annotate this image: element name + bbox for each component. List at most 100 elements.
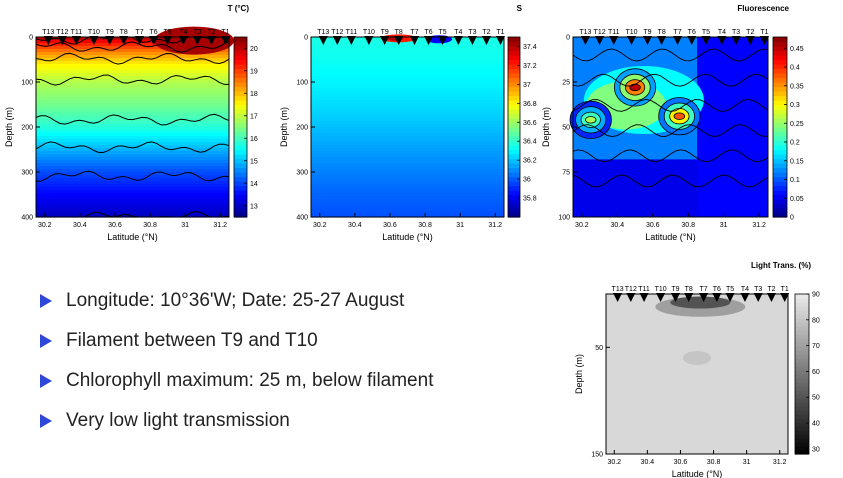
bullet-item: Filament between T9 and T10 [40, 326, 560, 356]
colorbar-cell [234, 100, 247, 106]
field-cell [36, 70, 229, 74]
field-cell [311, 139, 504, 143]
station-marker [119, 36, 129, 45]
station-label: T5 [726, 286, 734, 293]
colorbar-cell [234, 212, 247, 218]
colorbar-cell [508, 163, 520, 169]
station-label: T11 [71, 29, 83, 36]
x-tick-label: 30.6 [646, 222, 660, 229]
station-marker [105, 36, 115, 45]
colorbar-cell [795, 374, 809, 379]
colorbar-cell [508, 77, 520, 83]
colorbar-cell [508, 68, 520, 74]
contour-line [572, 98, 769, 112]
colorbar-cell [773, 122, 787, 128]
station-marker [731, 36, 741, 45]
field-cell [36, 67, 229, 71]
colorbar-tick-label: 30 [812, 446, 820, 453]
station-label: T6 [688, 29, 696, 36]
y-tick-label: 400 [21, 215, 33, 222]
fluorescence-maximum [629, 83, 641, 92]
station-marker [656, 293, 666, 302]
colorbar-cell [773, 203, 787, 209]
colorbar-cell [795, 410, 809, 415]
station-label: T2 [482, 29, 490, 36]
colorbar-cell [234, 163, 247, 169]
colorbar-cell [773, 176, 787, 182]
field-cell [311, 79, 504, 83]
field-cell [36, 211, 229, 215]
colorbar-cell [508, 86, 520, 92]
x-tick-label: 30.4 [611, 222, 625, 229]
bullet-arrow-icon [40, 414, 52, 428]
field-cell [311, 70, 504, 74]
station-label: T13 [579, 29, 591, 36]
x-tick-label: 30.8 [707, 459, 721, 466]
light-transmission-chart-panel: T13 T12 T11 T10 T9 T8 T7 T6 T5 T4 T3 T2 T1 30.2 30.4 30… [565, 254, 843, 478]
colorbar-cell [795, 434, 809, 439]
colorbar-cell [508, 113, 520, 119]
field-cell [311, 118, 504, 122]
colorbar-cell [234, 37, 247, 43]
station-marker [481, 36, 491, 45]
station-label: T10 [363, 29, 375, 36]
station-label: T2 [767, 286, 775, 293]
y-tick-label: 300 [296, 170, 308, 177]
colorbar-tick-label: 40 [812, 421, 820, 428]
station-label: T1 [221, 29, 229, 36]
station-label: T4 [718, 29, 726, 36]
field-cell [36, 160, 229, 164]
colorbar-cell [795, 298, 809, 303]
colorbar-cell [795, 338, 809, 343]
colorbar-cell [773, 91, 787, 97]
colorbar-cell [508, 100, 520, 106]
bullet-item: Longitude: 10°36'W; Date: 25-27 August [40, 286, 560, 316]
field-cell [311, 127, 504, 131]
colorbar-cell [773, 59, 787, 65]
colorbar-cell [795, 342, 809, 347]
field-cell [36, 55, 229, 59]
station-label: T3 [193, 29, 201, 36]
station-label: T3 [468, 29, 476, 36]
colorbar-cell [795, 302, 809, 307]
field-cell [311, 184, 504, 188]
field-cell [36, 202, 229, 206]
field-cell [311, 121, 504, 125]
colorbar-cell [508, 149, 520, 155]
field-cell [311, 112, 504, 116]
colorbar-cell [795, 418, 809, 423]
contour-line [572, 48, 769, 62]
field-cell [36, 157, 229, 161]
temperature-chart: T13 T12 T11 T10 T9 T8 T7 T6 T5 T4 T3 T2 T1 30.2 30.4 30… [4, 4, 258, 242]
bullet-item: Very low light transmission [40, 406, 560, 436]
colorbar-cell [773, 163, 787, 169]
field-cell [36, 175, 229, 179]
station-label: T8 [120, 29, 128, 36]
station-marker [766, 293, 776, 302]
colorbar-cell [795, 346, 809, 351]
station-marker [580, 36, 590, 45]
field-cell [36, 142, 229, 146]
field-cell [36, 43, 229, 47]
colorbar-cell [773, 50, 787, 56]
field-cell [36, 73, 229, 77]
contour-line [36, 170, 230, 182]
colorbar-tick-label: 16 [250, 136, 258, 143]
x-tick-label: 30.6 [383, 222, 397, 229]
plot-area [569, 37, 769, 217]
colorbar-cell [234, 145, 247, 151]
field-cell [36, 169, 229, 173]
bullet-text: Chlorophyll maximum: 25 m, below filamen… [66, 370, 434, 391]
field-cell [36, 193, 229, 197]
station-marker [57, 36, 67, 45]
colorbar-cell [773, 118, 787, 124]
colorbar-cell [508, 176, 520, 182]
colorbar-cell [773, 73, 787, 79]
station-marker [332, 36, 342, 45]
x-tick-label: 30.2 [607, 459, 621, 466]
field-cell [36, 145, 229, 149]
colorbar-tick-label: 0.1 [790, 177, 800, 184]
colorbar-tick-label: 0.25 [790, 121, 804, 128]
colorbar-cell [508, 95, 520, 101]
station-label: T7 [410, 29, 418, 36]
